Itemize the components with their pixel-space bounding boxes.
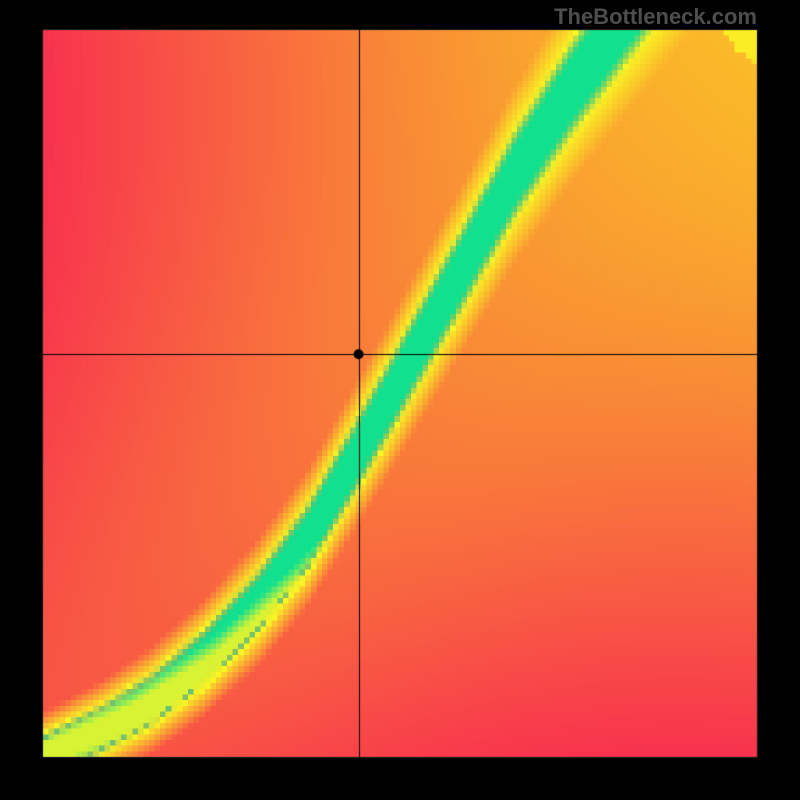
- watermark-text: TheBottleneck.com: [554, 4, 757, 30]
- chart-container: TheBottleneck.com: [0, 0, 800, 800]
- overlay-canvas: [0, 0, 800, 800]
